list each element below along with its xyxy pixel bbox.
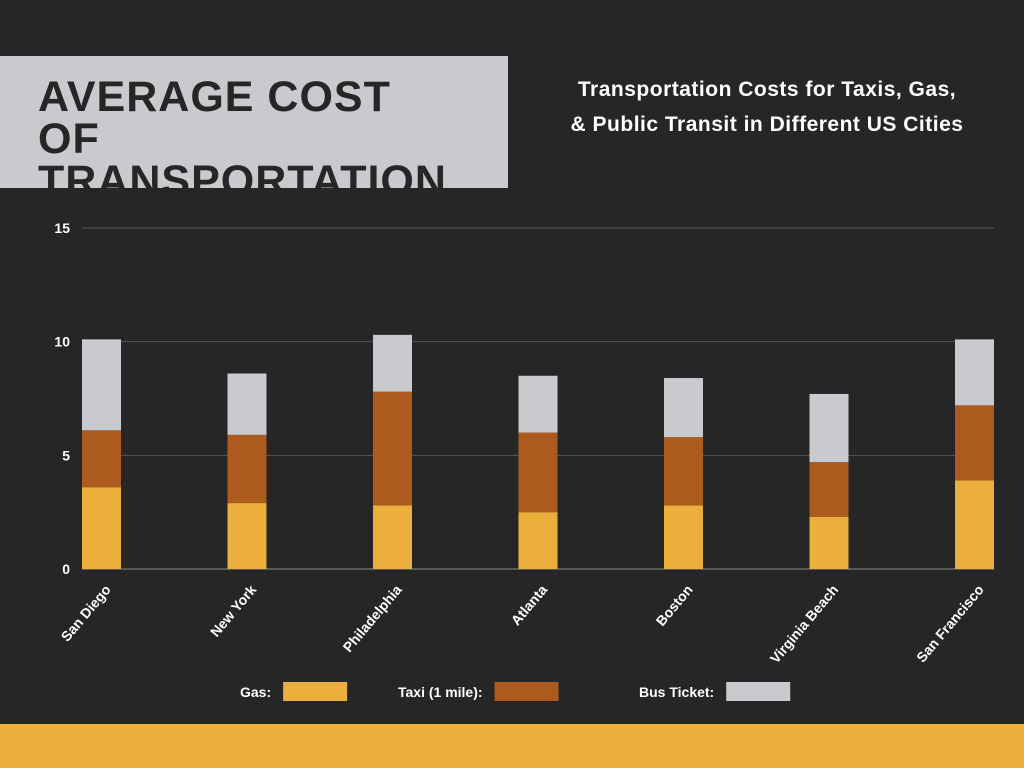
bar-segment — [955, 405, 994, 481]
y-tick-label: 10 — [54, 334, 70, 350]
chart-title: AVERAGE COST OF TRANSPORTATION — [38, 73, 447, 205]
bar-segment — [664, 505, 703, 569]
bar-segment — [82, 487, 121, 569]
x-tick-label: Boston — [653, 582, 696, 629]
bar-segment — [373, 391, 412, 506]
y-tick-label: 0 — [62, 561, 70, 577]
bar-segment — [664, 378, 703, 438]
bar-segment — [955, 339, 994, 406]
bar-segment — [809, 393, 849, 463]
bar-segment — [82, 339, 121, 431]
bar-segment — [227, 373, 267, 435]
y-tick-label: 15 — [54, 220, 70, 236]
bar-segment — [809, 462, 849, 517]
bar-segment — [373, 334, 412, 392]
x-tick-label: Atlanta — [508, 581, 551, 628]
footer-band — [0, 724, 1024, 768]
legend-swatch — [283, 682, 348, 701]
bar-segment — [518, 512, 558, 569]
legend-swatch — [494, 682, 559, 701]
bar-segment — [227, 434, 267, 504]
chart-subtitle: Transportation Costs for Taxis, Gas, & P… — [570, 78, 964, 136]
bar-segment — [82, 430, 121, 488]
bar-segment — [809, 516, 849, 569]
bar-segment — [955, 480, 994, 569]
x-tick-label: New York — [207, 581, 260, 639]
x-tick-label: San Diego — [58, 582, 114, 645]
legend-label: Taxi (1 mile): — [398, 684, 483, 700]
bar-segment — [373, 505, 412, 569]
x-tick-label: Philadelphia — [340, 581, 405, 655]
legend-swatch — [726, 682, 791, 701]
bar-segment — [664, 437, 703, 506]
bar-segment — [518, 432, 558, 513]
bar-segment — [518, 375, 558, 433]
title-box: AVERAGE COST OF TRANSPORTATION — [0, 56, 508, 203]
x-tick-label: San Francisco — [913, 582, 987, 666]
legend-label: Bus Ticket: — [639, 684, 714, 700]
legend-label: Gas: — [240, 684, 271, 700]
y-tick-label: 5 — [62, 447, 70, 463]
bar-segment — [227, 503, 267, 569]
x-tick-label: Virginia Beach — [767, 582, 842, 667]
